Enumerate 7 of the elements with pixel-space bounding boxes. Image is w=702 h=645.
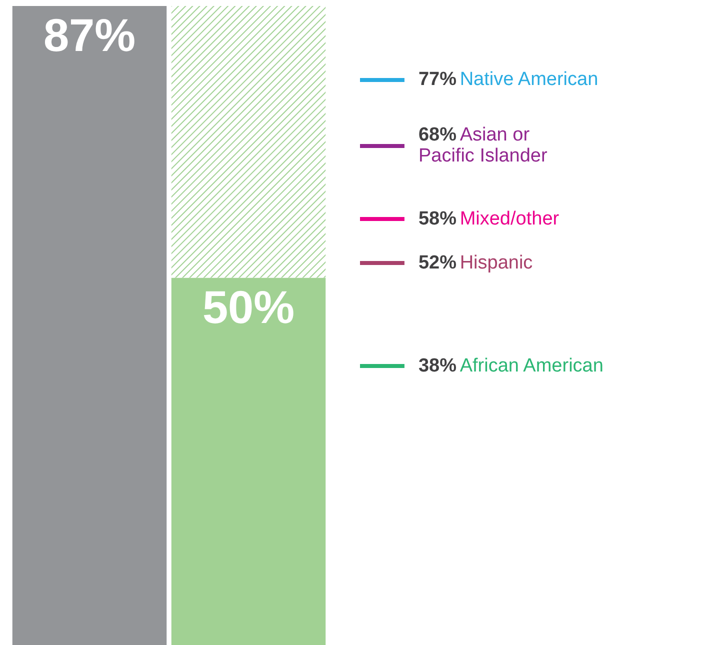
ref-line-label: 38% African American — [418, 355, 604, 376]
ref-line-label: 77% Native American — [418, 68, 598, 90]
data-label: 87% — [43, 9, 136, 61]
data-label: 50% — [202, 280, 295, 333]
ref-line-label: 58% Mixed/other — [418, 208, 560, 230]
ref-line-label: 68% Asian or Pacific Islander — [418, 124, 548, 167]
ref-line-label: 52% Hispanic — [418, 252, 533, 274]
